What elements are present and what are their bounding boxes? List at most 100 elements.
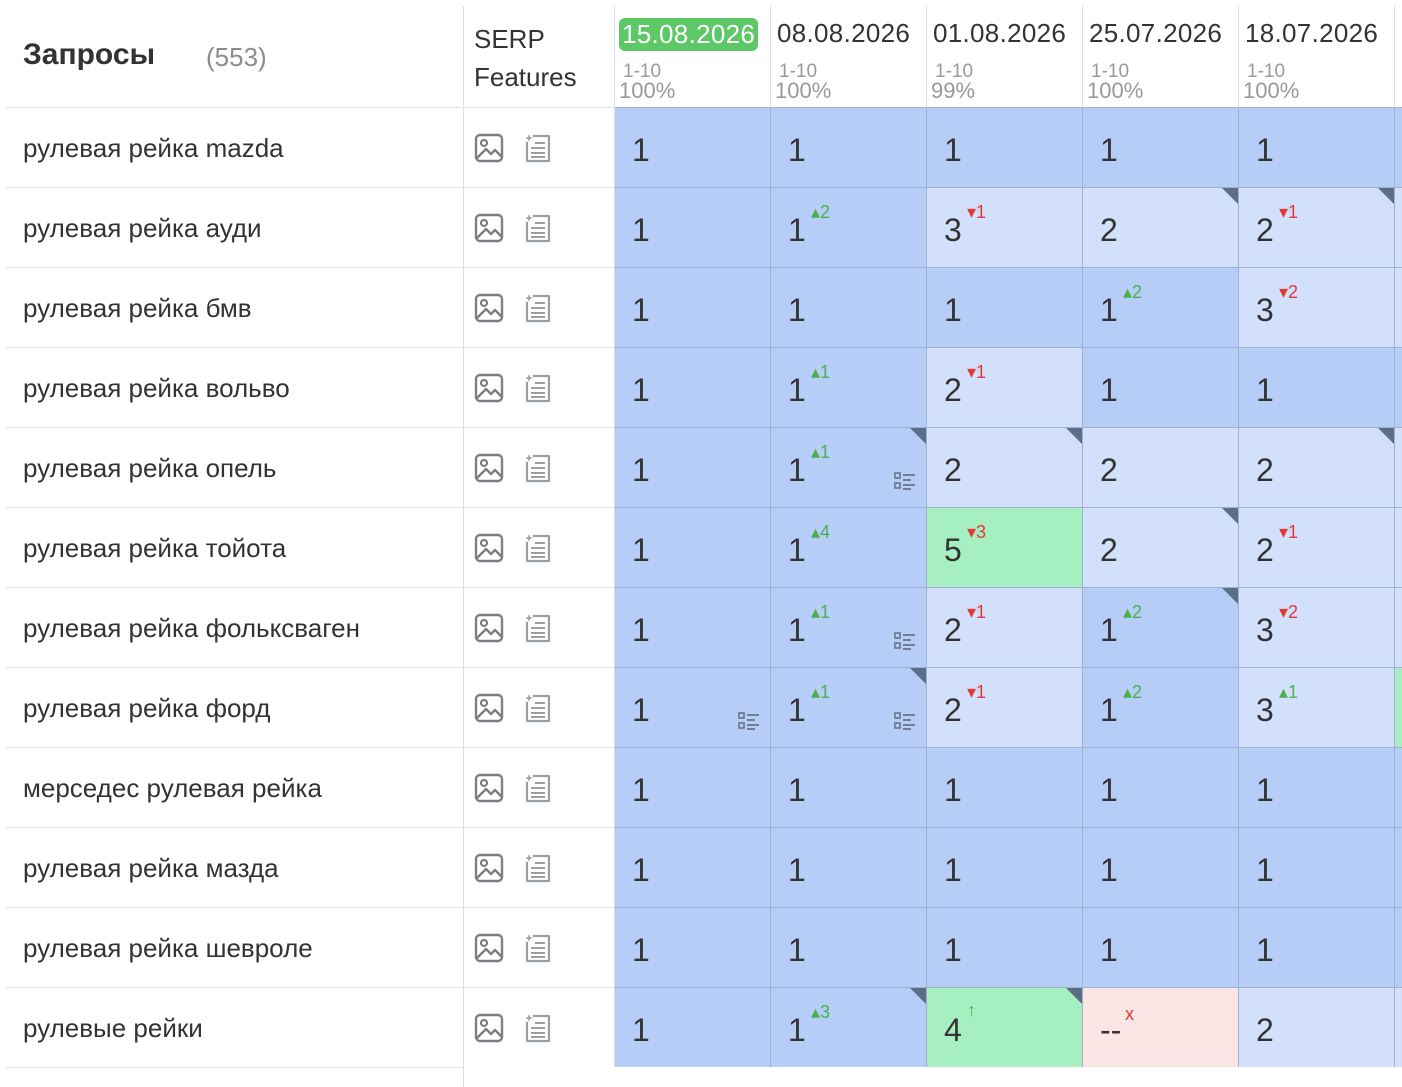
- query-text[interactable]: рулевые рейки: [23, 1013, 203, 1044]
- position-cell[interactable]: 1: [615, 427, 771, 507]
- date-column-header[interactable]: 25.07.2026 1-10 100%: [1083, 6, 1239, 106]
- query-text[interactable]: рулевая рейка мазда: [23, 853, 279, 884]
- position-cell[interactable]: 3 ▾2: [1239, 267, 1395, 347]
- featured-snippet-icon[interactable]: [523, 692, 553, 729]
- position-cell[interactable]: 1: [771, 747, 927, 827]
- image-icon[interactable]: [474, 613, 504, 648]
- position-cell[interactable]: 2: [1239, 987, 1395, 1067]
- position-cell[interactable]: 1: [1239, 347, 1395, 427]
- image-icon[interactable]: [474, 933, 504, 968]
- position-cell[interactable]: -- x: [1083, 987, 1239, 1067]
- position-cell[interactable]: 1: [615, 587, 771, 667]
- query-cell[interactable]: рулевая рейка вольво: [6, 347, 464, 427]
- image-icon[interactable]: [474, 773, 504, 808]
- position-cell[interactable]: 1 ▴2: [1083, 267, 1239, 347]
- position-cell[interactable]: 1 ▴4: [771, 507, 927, 587]
- position-cell[interactable]: 1: [615, 107, 771, 187]
- featured-snippet-icon[interactable]: [523, 772, 553, 809]
- position-cell[interactable]: 2: [1083, 427, 1239, 507]
- position-cell[interactable]: 1: [615, 507, 771, 587]
- position-cell[interactable]: 3 ▾2: [1239, 587, 1395, 667]
- position-cell[interactable]: 3 ▾1: [927, 187, 1083, 267]
- date-label[interactable]: 18.07.2026: [1245, 18, 1378, 49]
- featured-snippet-icon[interactable]: [523, 612, 553, 649]
- image-icon[interactable]: [474, 453, 504, 488]
- position-cell[interactable]: 1: [1239, 907, 1395, 987]
- position-cell[interactable]: 1: [927, 107, 1083, 187]
- featured-snippet-icon[interactable]: [523, 532, 553, 569]
- date-label[interactable]: 25.07.2026: [1089, 18, 1222, 49]
- position-cell[interactable]: 1 ▴2: [1083, 667, 1239, 747]
- query-text[interactable]: рулевая рейка фольксваген: [23, 613, 360, 644]
- date-column-header[interactable]: 18.07.2026 1-10 100%: [1239, 6, 1395, 106]
- position-cell[interactable]: 1: [1083, 107, 1239, 187]
- featured-snippet-icon[interactable]: [523, 452, 553, 489]
- featured-snippet-icon[interactable]: [523, 292, 553, 329]
- query-cell[interactable]: рулевая рейка фольксваген: [6, 587, 464, 667]
- position-cell[interactable]: 1: [927, 747, 1083, 827]
- position-cell[interactable]: 1: [615, 667, 771, 747]
- position-cell[interactable]: 5 ▾3: [927, 507, 1083, 587]
- position-cell[interactable]: 1: [615, 747, 771, 827]
- position-cell[interactable]: 3 ▴1: [1239, 667, 1395, 747]
- featured-snippet-icon[interactable]: [523, 132, 553, 169]
- featured-snippet-icon[interactable]: [523, 932, 553, 969]
- image-icon[interactable]: [474, 213, 504, 248]
- image-icon[interactable]: [474, 693, 504, 728]
- query-cell[interactable]: рулевая рейка форд: [6, 667, 464, 747]
- query-text[interactable]: рулевая рейка бмв: [23, 293, 252, 324]
- position-cell[interactable]: 1: [771, 107, 927, 187]
- position-cell[interactable]: 1: [927, 907, 1083, 987]
- position-cell[interactable]: 1 ▴1: [771, 667, 927, 747]
- date-column-header[interactable]: 08.08.2026 1-10 100%: [771, 6, 927, 106]
- position-cell[interactable]: 1: [771, 907, 927, 987]
- query-text[interactable]: рулевая рейка форд: [23, 693, 270, 724]
- position-cell[interactable]: 1 ▴1: [771, 347, 927, 427]
- position-cell[interactable]: 1 ▴3: [771, 987, 927, 1067]
- position-cell[interactable]: 1 ▴2: [771, 187, 927, 267]
- position-cell[interactable]: 2 ▾1: [1239, 187, 1395, 267]
- position-cell[interactable]: 2: [1083, 187, 1239, 267]
- position-cell[interactable]: 1: [615, 827, 771, 907]
- query-cell[interactable]: мерседес рулевая рейка: [6, 747, 464, 827]
- position-cell[interactable]: 1: [1083, 827, 1239, 907]
- position-cell[interactable]: 1: [1239, 107, 1395, 187]
- query-cell[interactable]: рулевые рейки: [6, 987, 464, 1067]
- position-cell[interactable]: 1 ▴1: [771, 587, 927, 667]
- query-text[interactable]: рулевая рейка шевроле: [23, 933, 313, 964]
- position-cell[interactable]: 1: [615, 987, 771, 1067]
- position-cell[interactable]: 2: [1239, 427, 1395, 507]
- position-cell[interactable]: 1: [1083, 907, 1239, 987]
- position-cell[interactable]: 1: [1239, 827, 1395, 907]
- position-cell[interactable]: 1: [771, 827, 927, 907]
- position-cell[interactable]: 1: [1083, 747, 1239, 827]
- position-cell[interactable]: 2 ▾1: [927, 667, 1083, 747]
- date-label[interactable]: 01.08.2026: [933, 18, 1066, 49]
- date-label[interactable]: 08.08.2026: [777, 18, 910, 49]
- featured-snippet-icon[interactable]: [523, 372, 553, 409]
- position-cell[interactable]: 2: [1083, 507, 1239, 587]
- image-icon[interactable]: [474, 373, 504, 408]
- query-text[interactable]: рулевая рейка ауди: [23, 213, 262, 244]
- query-cell[interactable]: рулевая рейка шевроле: [6, 907, 464, 987]
- featured-snippet-icon[interactable]: [523, 852, 553, 889]
- date-column-header[interactable]: 01.08.2026 1-10 99%: [927, 6, 1083, 106]
- position-cell[interactable]: 1: [927, 267, 1083, 347]
- query-cell[interactable]: рулевая рейка мазда: [6, 827, 464, 907]
- query-text[interactable]: рулевая рейка тойота: [23, 533, 286, 564]
- position-cell[interactable]: 2 ▾1: [1239, 507, 1395, 587]
- image-icon[interactable]: [474, 293, 504, 328]
- position-cell[interactable]: 1: [1083, 347, 1239, 427]
- position-cell[interactable]: 1: [927, 827, 1083, 907]
- image-icon[interactable]: [474, 533, 504, 568]
- date-column-header[interactable]: 15.08.2026 1-10 100%: [615, 6, 771, 106]
- position-cell[interactable]: 2 ▾1: [927, 587, 1083, 667]
- query-cell[interactable]: рулевая рейка ауди: [6, 187, 464, 267]
- position-cell[interactable]: 2: [927, 427, 1083, 507]
- query-text[interactable]: рулевая рейка вольво: [23, 373, 290, 404]
- image-icon[interactable]: [474, 853, 504, 888]
- query-text[interactable]: рулевая рейка опель: [23, 453, 276, 484]
- featured-snippet-icon[interactable]: [523, 1012, 553, 1049]
- position-cell[interactable]: 1: [615, 187, 771, 267]
- query-text[interactable]: мерседес рулевая рейка: [23, 773, 322, 804]
